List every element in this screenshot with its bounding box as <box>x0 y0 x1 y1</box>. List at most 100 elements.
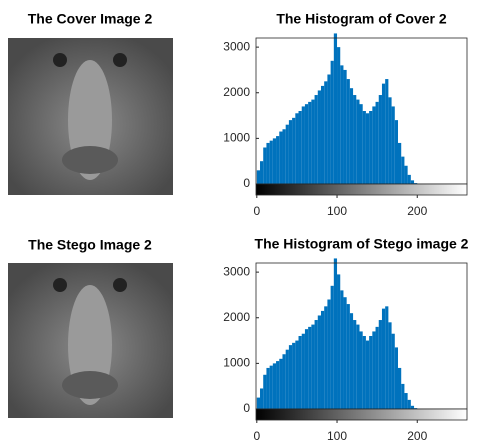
y-tick-label: 3000 <box>223 264 250 278</box>
bar <box>327 300 330 410</box>
bar <box>353 95 356 184</box>
bar <box>369 336 372 409</box>
bar <box>347 304 350 409</box>
bar <box>337 47 340 184</box>
bar <box>292 343 295 409</box>
y-tick-label: 2000 <box>223 85 250 99</box>
bar <box>334 258 337 409</box>
bar <box>302 334 305 409</box>
bar <box>392 106 395 184</box>
y-tick-label: 0 <box>243 401 250 415</box>
colorbar <box>256 409 467 420</box>
bar <box>369 111 372 184</box>
bar <box>257 170 260 184</box>
bar <box>299 336 302 409</box>
bar <box>408 175 411 184</box>
bar <box>279 359 282 409</box>
bar <box>263 148 266 185</box>
bar <box>379 320 382 409</box>
bar <box>363 336 366 409</box>
bar <box>276 136 279 184</box>
bar <box>350 88 353 184</box>
bar <box>337 274 340 409</box>
bar <box>356 100 359 184</box>
bar <box>295 113 298 184</box>
x-tick-label: 100 <box>327 204 347 218</box>
bar <box>376 102 379 184</box>
bar <box>270 141 273 184</box>
bar <box>295 341 298 409</box>
bar <box>289 345 292 409</box>
bar <box>366 341 369 409</box>
y-tick-label: 1000 <box>223 131 250 145</box>
bar <box>385 79 388 184</box>
bar <box>401 157 404 184</box>
bar <box>404 393 407 409</box>
bar <box>382 309 385 409</box>
bar <box>308 327 311 409</box>
bar <box>340 65 343 184</box>
bar <box>331 61 334 184</box>
bar <box>289 120 292 184</box>
bar <box>276 361 279 409</box>
figure: The Cover Image 2 The Stego Image 2 The … <box>0 0 489 444</box>
bar <box>411 180 414 184</box>
bar <box>305 329 308 409</box>
bar <box>270 366 273 409</box>
x-tick-label: 0 <box>253 204 260 218</box>
bar <box>366 113 369 184</box>
bar <box>311 100 314 184</box>
bar <box>398 368 401 409</box>
bar <box>311 325 314 409</box>
histogram-chart: The Histogram of Stego image 20100020003… <box>223 236 468 443</box>
bar <box>263 375 266 409</box>
bar <box>392 334 395 409</box>
x-tick-label: 100 <box>327 429 347 443</box>
bar <box>273 363 276 409</box>
bar <box>379 95 382 184</box>
x-tick-label: 200 <box>407 204 427 218</box>
bar <box>286 125 289 184</box>
bar <box>353 320 356 409</box>
bar <box>340 290 343 409</box>
bar <box>266 368 269 409</box>
bar <box>321 86 324 184</box>
bar <box>347 79 350 184</box>
bar <box>382 84 385 184</box>
cover-image: The Cover Image 2 <box>8 11 173 195</box>
bar <box>286 350 289 409</box>
bar <box>388 322 391 409</box>
y-tick-label: 3000 <box>223 39 250 53</box>
image-title: The Cover Image 2 <box>28 11 153 27</box>
bar <box>372 106 375 184</box>
bar <box>282 354 285 409</box>
bar <box>315 320 318 409</box>
bar <box>324 81 327 184</box>
bar <box>334 33 337 184</box>
bar <box>324 306 327 409</box>
bar <box>359 331 362 409</box>
y-tick-label: 2000 <box>223 310 250 324</box>
bar <box>408 400 411 409</box>
bar <box>282 129 285 184</box>
bar <box>398 143 401 184</box>
bar <box>363 111 366 184</box>
bar <box>321 311 324 409</box>
bar <box>395 347 398 409</box>
bar <box>350 313 353 409</box>
bar <box>411 406 414 409</box>
colorbar <box>256 184 467 195</box>
bar <box>260 161 263 184</box>
bar <box>299 111 302 184</box>
chart-title: The Histogram of Stego image 2 <box>255 236 469 252</box>
bar <box>315 95 318 184</box>
x-tick-label: 0 <box>253 429 260 443</box>
bar <box>343 297 346 409</box>
stego-image: The Stego Image 2 <box>8 237 173 418</box>
bar <box>308 102 311 184</box>
y-tick-label: 1000 <box>223 356 250 370</box>
image-title: The Stego Image 2 <box>28 237 152 253</box>
bar <box>372 331 375 409</box>
bar <box>273 138 276 184</box>
